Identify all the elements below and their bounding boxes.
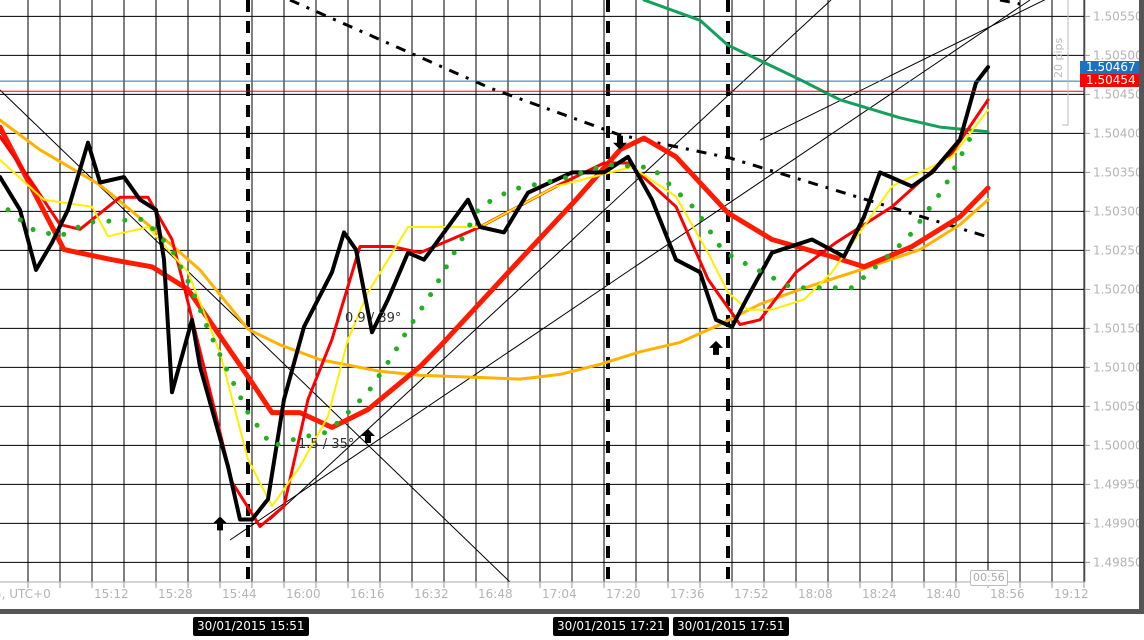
vertical-marker-date-label: 30/01/2015 17:21 bbox=[553, 617, 669, 636]
arrow-up-icon bbox=[709, 340, 723, 355]
vertical-marker-date-label: 30/01/2015 15:51 bbox=[193, 617, 309, 636]
price-tick-label: 1.49850 bbox=[1093, 555, 1143, 569]
time-tick-label: 16:48 bbox=[478, 587, 513, 601]
time-tick-label: 16:32 bbox=[414, 587, 449, 601]
price-tick-label: 1.50350 bbox=[1093, 165, 1143, 179]
time-tick-label: 16:00 bbox=[286, 587, 321, 601]
trendline-ascending-b bbox=[269, 0, 832, 521]
timezone-label: 5, UTC+0 bbox=[0, 587, 51, 601]
price-tick-label: 1.50500 bbox=[1093, 48, 1143, 62]
time-tick-label: 19:12 bbox=[1054, 587, 1089, 601]
time-tick-label: 18:08 bbox=[798, 587, 833, 601]
series-layer bbox=[0, 0, 991, 528]
price-tick-label: 1.50200 bbox=[1093, 282, 1143, 296]
time-tick-label: 17:52 bbox=[734, 587, 769, 601]
range-ruler-label: 20 pips bbox=[1052, 37, 1065, 78]
series-line-1 bbox=[642, 0, 990, 134]
time-tick-label: 18:24 bbox=[862, 587, 897, 601]
price-tick-label: 1.50300 bbox=[1093, 204, 1143, 218]
time-tick-label: 16:16 bbox=[350, 587, 385, 601]
price-tick-label: 1.50450 bbox=[1093, 87, 1143, 101]
chart-grid bbox=[0, 0, 1085, 582]
signal-arrows bbox=[213, 135, 723, 531]
time-tick-label: 15:12 bbox=[94, 587, 129, 601]
series-line-5 bbox=[0, 65, 990, 522]
price-tick-label: 1.49900 bbox=[1093, 516, 1143, 530]
series-line-4 bbox=[0, 109, 989, 508]
price-tick-label: 1.50100 bbox=[1093, 360, 1143, 374]
current-price-bid: 1.50454 bbox=[1080, 74, 1139, 87]
time-tick-label: 17:36 bbox=[670, 587, 705, 601]
price-tick-label: 1.50400 bbox=[1093, 126, 1143, 140]
series-line-0 bbox=[0, 118, 990, 381]
arrow-down-icon bbox=[613, 135, 627, 150]
vertical-marker-date-label: 30/01/2015 17:51 bbox=[673, 617, 789, 636]
axes: 1.50550 1.50500 1.50450 1.50400 1.50350 1.503… bbox=[0, 0, 1143, 601]
time-tick-label: 17:20 bbox=[606, 587, 641, 601]
current-price-ask: 1.50467 bbox=[1080, 61, 1139, 74]
time-tick-label: 15:44 bbox=[222, 587, 257, 601]
dash-dot-resistance-line bbox=[289, 0, 986, 238]
price-tick-label: 1.50000 bbox=[1093, 438, 1143, 452]
arrow-up-icon bbox=[361, 429, 375, 444]
time-tick-label: 18:40 bbox=[926, 587, 961, 601]
dash-dot-line-top bbox=[999, 0, 1021, 6]
trendline-ascending-a bbox=[229, 0, 1031, 541]
time-tick-label: 17:04 bbox=[542, 587, 577, 601]
series-line-6 bbox=[5, 124, 979, 449]
angle-label-1: 0.9 / 39° bbox=[345, 311, 402, 326]
price-tick-label: 1.50050 bbox=[1093, 399, 1143, 413]
time-tick-label: 18:56 bbox=[990, 587, 1025, 601]
price-tick-label: 1.50150 bbox=[1093, 321, 1143, 335]
arrow-up-icon bbox=[213, 516, 227, 531]
range-ruler bbox=[1062, 0, 1069, 126]
price-tick-label: 1.50550 bbox=[1093, 9, 1143, 23]
angle-label-2: 1.5 / 35° bbox=[298, 437, 355, 452]
vertical-markers bbox=[246, 0, 730, 582]
trendline-drawings bbox=[0, 0, 1046, 582]
price-tick-label: 1.49950 bbox=[1093, 477, 1143, 491]
right-edge bbox=[1139, 0, 1144, 614]
series-line-3 bbox=[0, 98, 990, 528]
series-line-2 bbox=[0, 124, 991, 430]
trendline-descending bbox=[0, 89, 511, 582]
price-tick-label: 1.50250 bbox=[1093, 243, 1143, 257]
current-price-lines bbox=[0, 80, 1085, 92]
trendline-ascending-c bbox=[759, 0, 1046, 141]
candle-timer: 00:56 bbox=[970, 570, 1008, 586]
time-tick-label: 15:28 bbox=[158, 587, 193, 601]
bottom-scrollbar[interactable] bbox=[0, 609, 1144, 614]
